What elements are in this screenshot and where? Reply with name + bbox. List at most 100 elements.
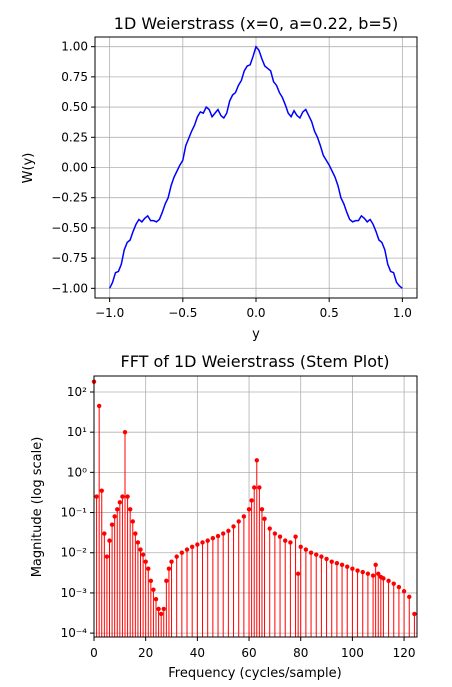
fft-stem-chart: FFT of 1D Weierstrass (Stem Plot) Freque…	[30, 352, 418, 681]
chart2-stem-marker	[370, 573, 376, 578]
chart2-stem-marker	[115, 507, 120, 512]
chart2-stem-marker	[135, 540, 141, 545]
chart2-y-axis-label: Magnitude (log scale)	[30, 437, 45, 578]
chart1-y-tick-label: −0.75	[51, 251, 88, 265]
chart2-stem-marker	[156, 606, 161, 612]
chart2-stem-marker	[308, 550, 314, 555]
chart2-stem-marker	[303, 547, 309, 552]
chart2-stem-marker	[272, 531, 278, 536]
chart2-stem-marker	[373, 562, 378, 568]
chart2-stem-marker	[107, 538, 112, 543]
chart2-stem-marker	[339, 562, 345, 568]
chart2-stem-marker	[283, 538, 288, 543]
chart2-stem-marker	[146, 566, 151, 571]
chart2-stem-marker	[241, 514, 247, 519]
chart2-stem-marker	[174, 554, 179, 559]
chart2-stem-marker	[391, 581, 396, 586]
chart2-stem-marker	[205, 538, 210, 543]
chart2-stem-marker	[215, 533, 221, 539]
chart2-stem-marker	[133, 531, 138, 536]
weierstrass-line-chart: 1D Weierstrass (x=0, a=0.22, b=5) y W(y)…	[21, 14, 418, 342]
chart2-stem-marker	[376, 571, 381, 576]
chart2-stem-marker	[298, 544, 303, 550]
chart2-stem-marker	[184, 547, 190, 552]
chart2-stems	[91, 379, 417, 637]
chart2-stem-marker	[365, 571, 371, 576]
chart2-stem-marker	[120, 494, 125, 499]
chart2-stem-marker	[153, 596, 159, 602]
chart2-stem-marker	[130, 519, 135, 524]
chart2-stem-marker	[345, 564, 350, 569]
chart1-grid	[95, 37, 417, 298]
chart2-stem-marker	[401, 589, 407, 594]
chart2-x-tick-label: 0	[90, 646, 98, 660]
chart2-stem-marker	[386, 578, 391, 584]
chart2-stem-marker	[125, 494, 130, 499]
chart2-stem-marker	[396, 584, 402, 590]
chart2-stem-marker	[161, 606, 166, 612]
chart2-stem-marker	[158, 611, 164, 617]
chart2-x-tick-label: 40	[190, 646, 205, 660]
chart2-stem-marker	[293, 534, 298, 539]
chart2-stem-marker	[122, 429, 128, 435]
chart2-x-tick-label: 20	[138, 646, 153, 660]
chart2-stem-marker	[200, 540, 205, 545]
chart2-stem-marker	[195, 542, 200, 547]
chart2-stem-marker	[249, 498, 254, 503]
chart2-x-tick-label: 120	[393, 646, 416, 660]
chart2-stem-marker	[231, 524, 236, 529]
chart2-stem-marker	[262, 516, 267, 521]
chart1-x-tick-label: 0.0	[246, 306, 265, 320]
chart2-stem-marker	[164, 578, 169, 584]
chart1-x-tick-label: −1.0	[95, 306, 124, 320]
chart1-x-tick-label: 0.5	[320, 306, 339, 320]
chart2-stem-marker	[355, 568, 360, 573]
chart1-y-tick-label: 0.75	[61, 70, 88, 84]
chart2-stem-marker	[412, 611, 417, 617]
chart2-stem-marker	[257, 485, 262, 490]
chart2-y-tick-label: 10⁻⁴	[61, 626, 88, 640]
chart2-stem-marker	[226, 528, 231, 534]
chart2-y-tick-label: 10⁻²	[61, 546, 88, 560]
chart2-stem-marker	[189, 544, 195, 550]
chart2-title: FFT of 1D Weierstrass (Stem Plot)	[120, 352, 389, 371]
chart2-stem-marker	[179, 550, 185, 555]
chart2-y-tick-label: 10²	[67, 385, 87, 399]
chart2-stem-marker	[112, 514, 117, 519]
chart1-y-tick-label: 0.00	[61, 161, 88, 175]
chart2-stem-marker	[140, 552, 146, 557]
chart2-y-tick-label: 10⁰	[67, 465, 87, 479]
chart1-y-axis-label: W(y)	[21, 153, 36, 184]
chart2-stem-marker	[104, 554, 110, 559]
chart2-stem-marker	[166, 566, 172, 571]
chart1-series	[108, 45, 403, 289]
chart1-x-tick-label: 1.0	[393, 306, 412, 320]
chart2-stem-marker	[102, 531, 107, 536]
chart2-stem-marker	[259, 507, 265, 512]
chart2-stem-marker	[109, 522, 115, 527]
chart2-y-tick-label: 10¹	[67, 425, 87, 439]
chart1-x-tick-label: −0.5	[168, 306, 197, 320]
chart1-y-tick-label: 0.50	[61, 100, 88, 114]
chart2-stem-marker	[151, 587, 156, 592]
chart2-stem-marker	[288, 540, 293, 545]
chart2-stem-marker	[334, 560, 340, 566]
chart2-x-axis-label: Frequency (cycles/sample)	[168, 666, 341, 681]
chart2-x-tick-label: 80	[293, 646, 308, 660]
chart2-stem-marker	[143, 559, 148, 564]
chart2-stem-marker	[407, 594, 412, 600]
chart2-stem-marker	[314, 552, 319, 557]
chart1-frame	[94, 36, 418, 299]
chart2-stem-marker	[381, 576, 386, 581]
chart2-stem-marker	[210, 535, 216, 541]
chart2-stem-marker	[236, 519, 241, 524]
chart2-stem-marker	[267, 526, 272, 531]
chart1-x-axis-label: y	[252, 327, 260, 342]
chart2-stem-marker	[138, 547, 143, 552]
chart2-y-tick-label: 10⁻³	[61, 586, 88, 600]
chart2-y-tick-label: 10⁻¹	[61, 506, 88, 520]
chart1-title: 1D Weierstrass (x=0, a=0.22, b=5)	[114, 14, 398, 33]
chart2-stem-marker	[221, 531, 226, 536]
chart2-stem-marker	[329, 559, 334, 564]
